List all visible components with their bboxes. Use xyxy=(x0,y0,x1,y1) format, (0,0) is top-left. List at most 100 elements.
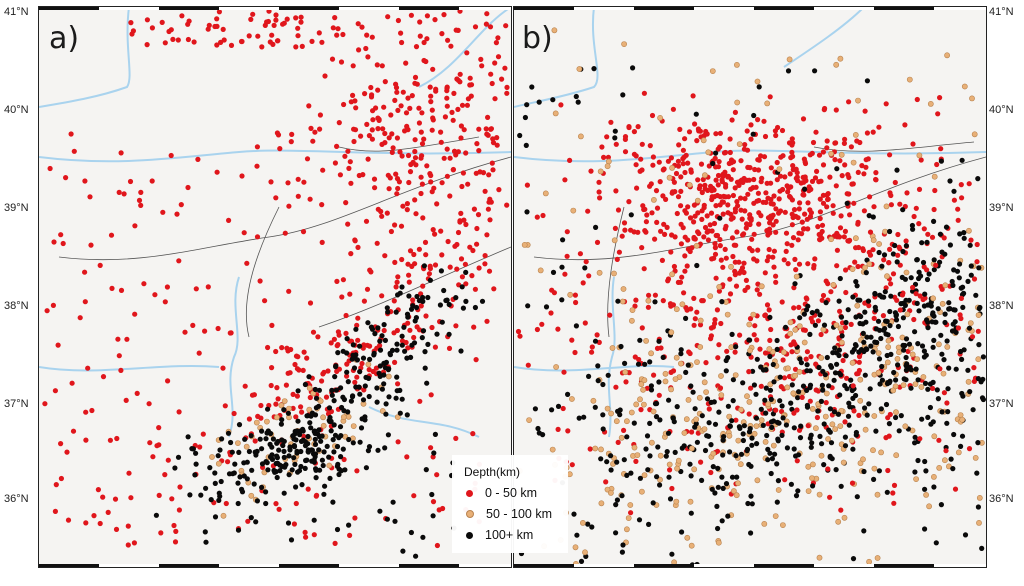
earthquake-dot xyxy=(820,192,826,198)
earthquake-dot xyxy=(295,354,301,360)
earthquake-dot xyxy=(767,337,773,343)
earthquake-dot xyxy=(942,251,948,257)
earthquake-dot xyxy=(830,210,836,216)
earthquake-dot xyxy=(458,135,464,141)
earthquake-dot xyxy=(663,196,669,202)
earthquake-dot xyxy=(529,84,535,90)
earthquake-dot xyxy=(882,289,888,295)
earthquake-dot xyxy=(274,455,280,461)
earthquake-dot xyxy=(796,323,803,329)
earthquake-dot xyxy=(361,298,367,304)
earthquake-dot xyxy=(245,518,251,524)
earthquake-dot xyxy=(381,327,387,334)
earthquake-dot xyxy=(132,223,138,229)
earthquake-dot xyxy=(822,413,829,420)
earthquake-dot xyxy=(835,518,842,525)
earthquake-dot xyxy=(515,328,522,335)
earthquake-dot xyxy=(758,213,764,219)
earthquake-dot xyxy=(185,36,191,43)
earthquake-dot xyxy=(745,164,751,170)
earthquake-dot xyxy=(798,180,804,186)
earthquake-dot xyxy=(624,434,630,440)
earthquake-dot xyxy=(258,415,264,421)
earthquake-dot xyxy=(229,449,235,455)
faults-a xyxy=(58,136,511,338)
earthquake-dot xyxy=(874,339,880,346)
earthquake-dot xyxy=(590,397,597,404)
earthquake-dot xyxy=(293,15,299,21)
earthquake-dot xyxy=(220,365,226,371)
earthquake-dot xyxy=(814,168,820,174)
earthquake-dot xyxy=(791,207,798,213)
earthquake-dot xyxy=(746,398,753,405)
earthquake-dot xyxy=(572,544,579,551)
earthquake-dot xyxy=(633,401,640,408)
earthquake-dot xyxy=(362,383,368,389)
earthquake-dot xyxy=(758,406,764,412)
earthquake-dot xyxy=(767,450,773,456)
earthquake-dot xyxy=(439,252,445,258)
earthquake-dot xyxy=(392,222,398,228)
earthquake-dot xyxy=(131,540,137,546)
earthquake-dot xyxy=(738,158,744,164)
earthquake-dot xyxy=(328,428,334,434)
earthquake-dot xyxy=(951,197,957,203)
terrain-layer-a xyxy=(39,7,511,559)
earthquake-dot xyxy=(622,227,628,233)
earthquake-dot xyxy=(794,458,800,464)
earthquake-dot xyxy=(365,156,371,162)
earthquake-dot xyxy=(170,36,176,42)
earthquake-dot xyxy=(336,471,342,478)
earthquake-dot xyxy=(680,161,686,167)
earthquake-dot xyxy=(292,461,298,467)
earthquake-dot xyxy=(812,425,819,432)
earthquake-dot xyxy=(306,374,312,380)
earthquake-dot xyxy=(269,322,275,328)
earthquake-dot xyxy=(424,36,430,42)
earthquake-dot xyxy=(834,361,840,367)
earthquake-dot xyxy=(733,492,740,499)
earthquake-dot xyxy=(582,265,588,271)
earthquake-dot xyxy=(694,138,700,144)
earthquake-dot xyxy=(239,38,245,45)
earthquake-dot xyxy=(216,490,222,496)
earthquake-dot xyxy=(718,392,725,398)
earthquake-dot xyxy=(169,496,175,502)
earthquake-dot xyxy=(838,483,844,489)
earthquake-dot xyxy=(820,292,827,299)
earthquake-dot xyxy=(682,169,688,176)
earthquake-dot xyxy=(467,75,473,81)
earthquake-dot xyxy=(479,63,485,69)
earthquake-dot xyxy=(418,190,424,197)
earthquake-dot xyxy=(667,467,673,473)
earthquake-dot xyxy=(937,259,943,265)
earthquake-dot xyxy=(734,474,740,480)
earthquake-dot xyxy=(403,110,410,116)
earthquake-dot xyxy=(846,99,852,105)
earthquake-dot xyxy=(955,325,961,331)
earthquake-dot xyxy=(382,445,388,451)
earthquake-dot xyxy=(360,397,367,403)
earthquake-dot xyxy=(195,156,201,162)
earthquake-dot xyxy=(902,122,908,128)
earthquake-dot xyxy=(350,423,357,429)
earthquake-dot xyxy=(343,200,349,206)
earthquake-dot xyxy=(212,480,218,486)
earthquake-dot xyxy=(767,220,773,226)
earthquake-dot xyxy=(570,207,577,214)
earthquake-dot xyxy=(804,402,810,408)
earthquake-dot xyxy=(787,171,793,177)
earthquake-dot xyxy=(708,399,714,405)
frame-ticks-top-b xyxy=(514,7,986,10)
earthquake-dot xyxy=(592,445,599,452)
earthquake-dot xyxy=(807,207,813,213)
earthquake-dot xyxy=(168,152,174,159)
earthquake-dot xyxy=(795,237,801,243)
earthquake-dot xyxy=(482,261,488,267)
earthquake-dot xyxy=(754,287,760,293)
earthquake-dot xyxy=(849,359,856,366)
earthquake-dot xyxy=(745,284,751,290)
earthquake-dot xyxy=(930,473,937,480)
earthquake-dot xyxy=(708,325,714,331)
earthquake-dot xyxy=(370,368,376,375)
